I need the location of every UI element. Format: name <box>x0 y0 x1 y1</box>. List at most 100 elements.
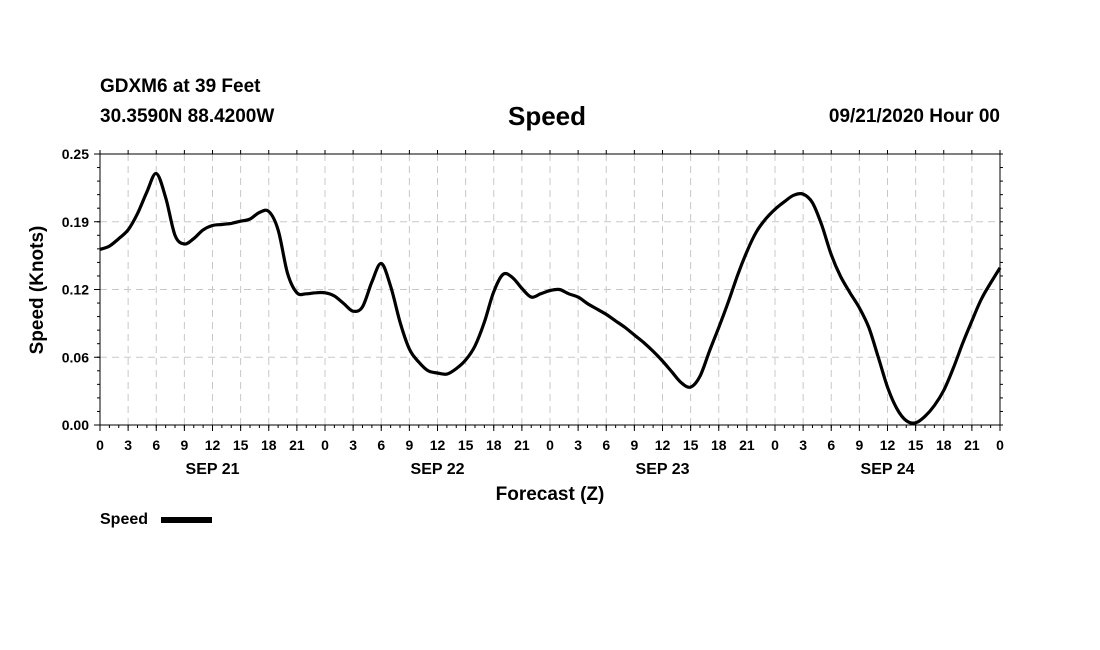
x-axis-label: Forecast (Z) <box>496 484 605 505</box>
day-label: SEP 23 <box>636 461 690 478</box>
data-point <box>737 275 738 276</box>
data-point <box>165 197 166 198</box>
data-point <box>362 306 363 307</box>
data-point <box>587 303 588 304</box>
data-point <box>278 229 279 230</box>
x-tick-label: 18 <box>261 437 277 453</box>
y-tick-label: 0.12 <box>62 282 89 298</box>
day-label: SEP 24 <box>861 461 915 478</box>
data-point <box>831 254 832 255</box>
data-point <box>878 356 879 357</box>
x-tick-label: 15 <box>908 437 924 453</box>
x-tick-label: 0 <box>996 437 1004 453</box>
data-point <box>324 292 325 293</box>
x-tick-label: 0 <box>771 437 779 453</box>
y-axis-label: Speed (Knots) <box>27 226 48 355</box>
data-point <box>418 362 419 363</box>
data-point <box>437 372 438 373</box>
x-tick-label: 9 <box>630 437 638 453</box>
data-point <box>512 277 513 278</box>
x-tick-label: 15 <box>683 437 699 453</box>
data-point <box>690 387 691 388</box>
x-tick-label: 9 <box>405 437 413 453</box>
data-point <box>934 405 935 406</box>
data-point <box>803 194 804 195</box>
data-point <box>249 218 250 219</box>
data-point <box>756 231 757 232</box>
data-point <box>793 195 794 196</box>
data-point <box>221 224 222 225</box>
data-point <box>615 320 616 321</box>
x-tick-label: 21 <box>514 437 530 453</box>
data-point <box>315 292 316 293</box>
data-point <box>240 221 241 222</box>
data-point <box>681 382 682 383</box>
data-point <box>915 422 916 423</box>
data-point <box>718 327 719 328</box>
x-tick-label: 6 <box>152 437 160 453</box>
data-point <box>840 276 841 277</box>
data-point <box>137 213 138 214</box>
data-point <box>774 209 775 210</box>
data-point <box>962 343 963 344</box>
x-tick-label: 0 <box>546 437 554 453</box>
data-point <box>184 243 185 244</box>
x-tick-label: 21 <box>289 437 305 453</box>
series-line-speed <box>99 171 1002 425</box>
series-layer <box>99 171 1002 425</box>
data-point <box>343 303 344 304</box>
data-point <box>606 314 607 315</box>
data-point <box>503 274 504 275</box>
data-point <box>709 351 710 352</box>
y-tick-label: 0.25 <box>62 146 89 162</box>
data-point <box>765 218 766 219</box>
data-point <box>174 235 175 236</box>
data-point <box>99 249 100 250</box>
data-point <box>953 368 954 369</box>
data-point <box>456 368 457 369</box>
x-tick-label: 15 <box>458 437 474 453</box>
axis-ticks <box>94 150 1003 431</box>
legend-swatch <box>161 517 212 523</box>
x-tick-label: 18 <box>936 437 952 453</box>
data-point <box>531 297 532 298</box>
data-point <box>812 202 813 203</box>
data-point <box>428 370 429 371</box>
x-tick-label: 9 <box>180 437 188 453</box>
data-point <box>821 225 822 226</box>
y-tick-label: 0.06 <box>62 349 89 365</box>
data-point <box>118 238 119 239</box>
legend: Speed <box>100 511 212 528</box>
x-tick-label: 6 <box>602 437 610 453</box>
x-tick-labels: 0 3 6 9 12 15 18 21 0 3 6 9 12 15 18 21 0 3 6 9 12 15 18 21 0 3 6 9… <box>96 437 1004 453</box>
data-point <box>156 173 157 174</box>
day-label: SEP 22 <box>411 461 465 478</box>
data-point <box>193 238 194 239</box>
y-tick-label: 0.00 <box>62 417 89 433</box>
chart-title: Speed <box>508 101 587 131</box>
x-tick-label: 3 <box>799 437 807 453</box>
data-point <box>568 293 569 294</box>
data-point <box>203 229 204 230</box>
data-point <box>699 376 700 377</box>
x-tick-label: 3 <box>124 437 132 453</box>
data-point <box>334 295 335 296</box>
data-point <box>212 225 213 226</box>
data-point <box>353 311 354 312</box>
legend-label: Speed <box>100 511 148 528</box>
x-tick-label: 18 <box>711 437 727 453</box>
data-point <box>390 286 391 287</box>
y-tick-label: 0.19 <box>62 214 89 230</box>
x-tick-label: 6 <box>377 437 385 453</box>
data-point <box>559 289 560 290</box>
x-tick-label: 21 <box>964 437 980 453</box>
station-id: GDXM6 at 39 Feet <box>100 76 261 97</box>
data-point <box>868 327 869 328</box>
data-point <box>896 408 897 409</box>
data-point <box>990 282 991 283</box>
data-point <box>662 360 663 361</box>
day-labels: SEP 21 SEP 22 SEP 23 SEP 24 <box>186 461 915 478</box>
data-point <box>296 292 297 293</box>
data-point <box>268 211 269 212</box>
data-point <box>474 345 475 346</box>
